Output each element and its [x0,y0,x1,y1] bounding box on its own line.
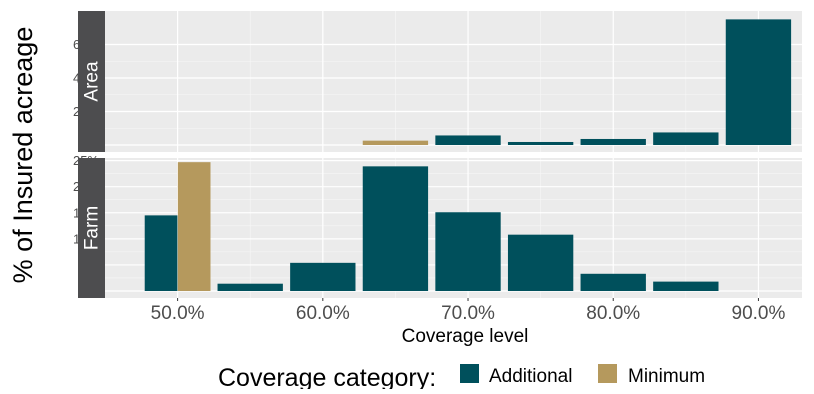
x-tick-label: 90.0% [732,303,786,324]
bar-additional [362,166,429,291]
bar-minimum [362,140,429,145]
bar-additional [507,141,574,145]
x-tick-label: 50.0% [151,303,205,324]
bar-minimum [177,162,211,291]
legend-label-additional: Additional [489,366,572,387]
facet-strip-label: Farm [82,206,103,250]
panel-background [105,11,802,152]
legend-title: Coverage category: [218,364,436,389]
bar-additional [144,215,178,291]
legend: Coverage category: Additional Minimum [218,364,705,392]
panel-farm: 0%5%10%15%20%25%Farm [73,153,802,299]
y-axis-title: % of Insured acreage [8,27,38,284]
x-axis-title: Coverage level [402,326,529,347]
facet-strip [78,11,105,152]
bar-additional [653,132,719,145]
facet-strip-label: Area [82,61,103,102]
x-tick-label: 60.0% [296,303,350,324]
bar-additional [653,281,719,291]
bar-additional [507,234,574,291]
chart-panels: 0%20%40%60%Area0%5%10%15%20%25%Farm [73,11,802,299]
bar-additional [580,273,646,291]
bar-additional [580,138,646,145]
x-axis: 50.0% 60.0% 70.0% 80.0% 90.0% [151,298,786,324]
bar-additional [435,135,501,145]
bar-additional [290,262,356,291]
legend-swatch-additional [460,364,479,383]
facet-strip [78,158,105,298]
x-tick-label: 80.0% [586,303,640,324]
legend-swatch-minimum [598,364,617,383]
bar-additional [217,283,283,291]
bar-additional [725,19,792,145]
legend-label-minimum: Minimum [628,366,705,387]
panel-area: 0%20%40%60%Area [73,11,802,153]
x-tick-label: 70.0% [441,303,495,324]
bar-additional [435,212,501,291]
